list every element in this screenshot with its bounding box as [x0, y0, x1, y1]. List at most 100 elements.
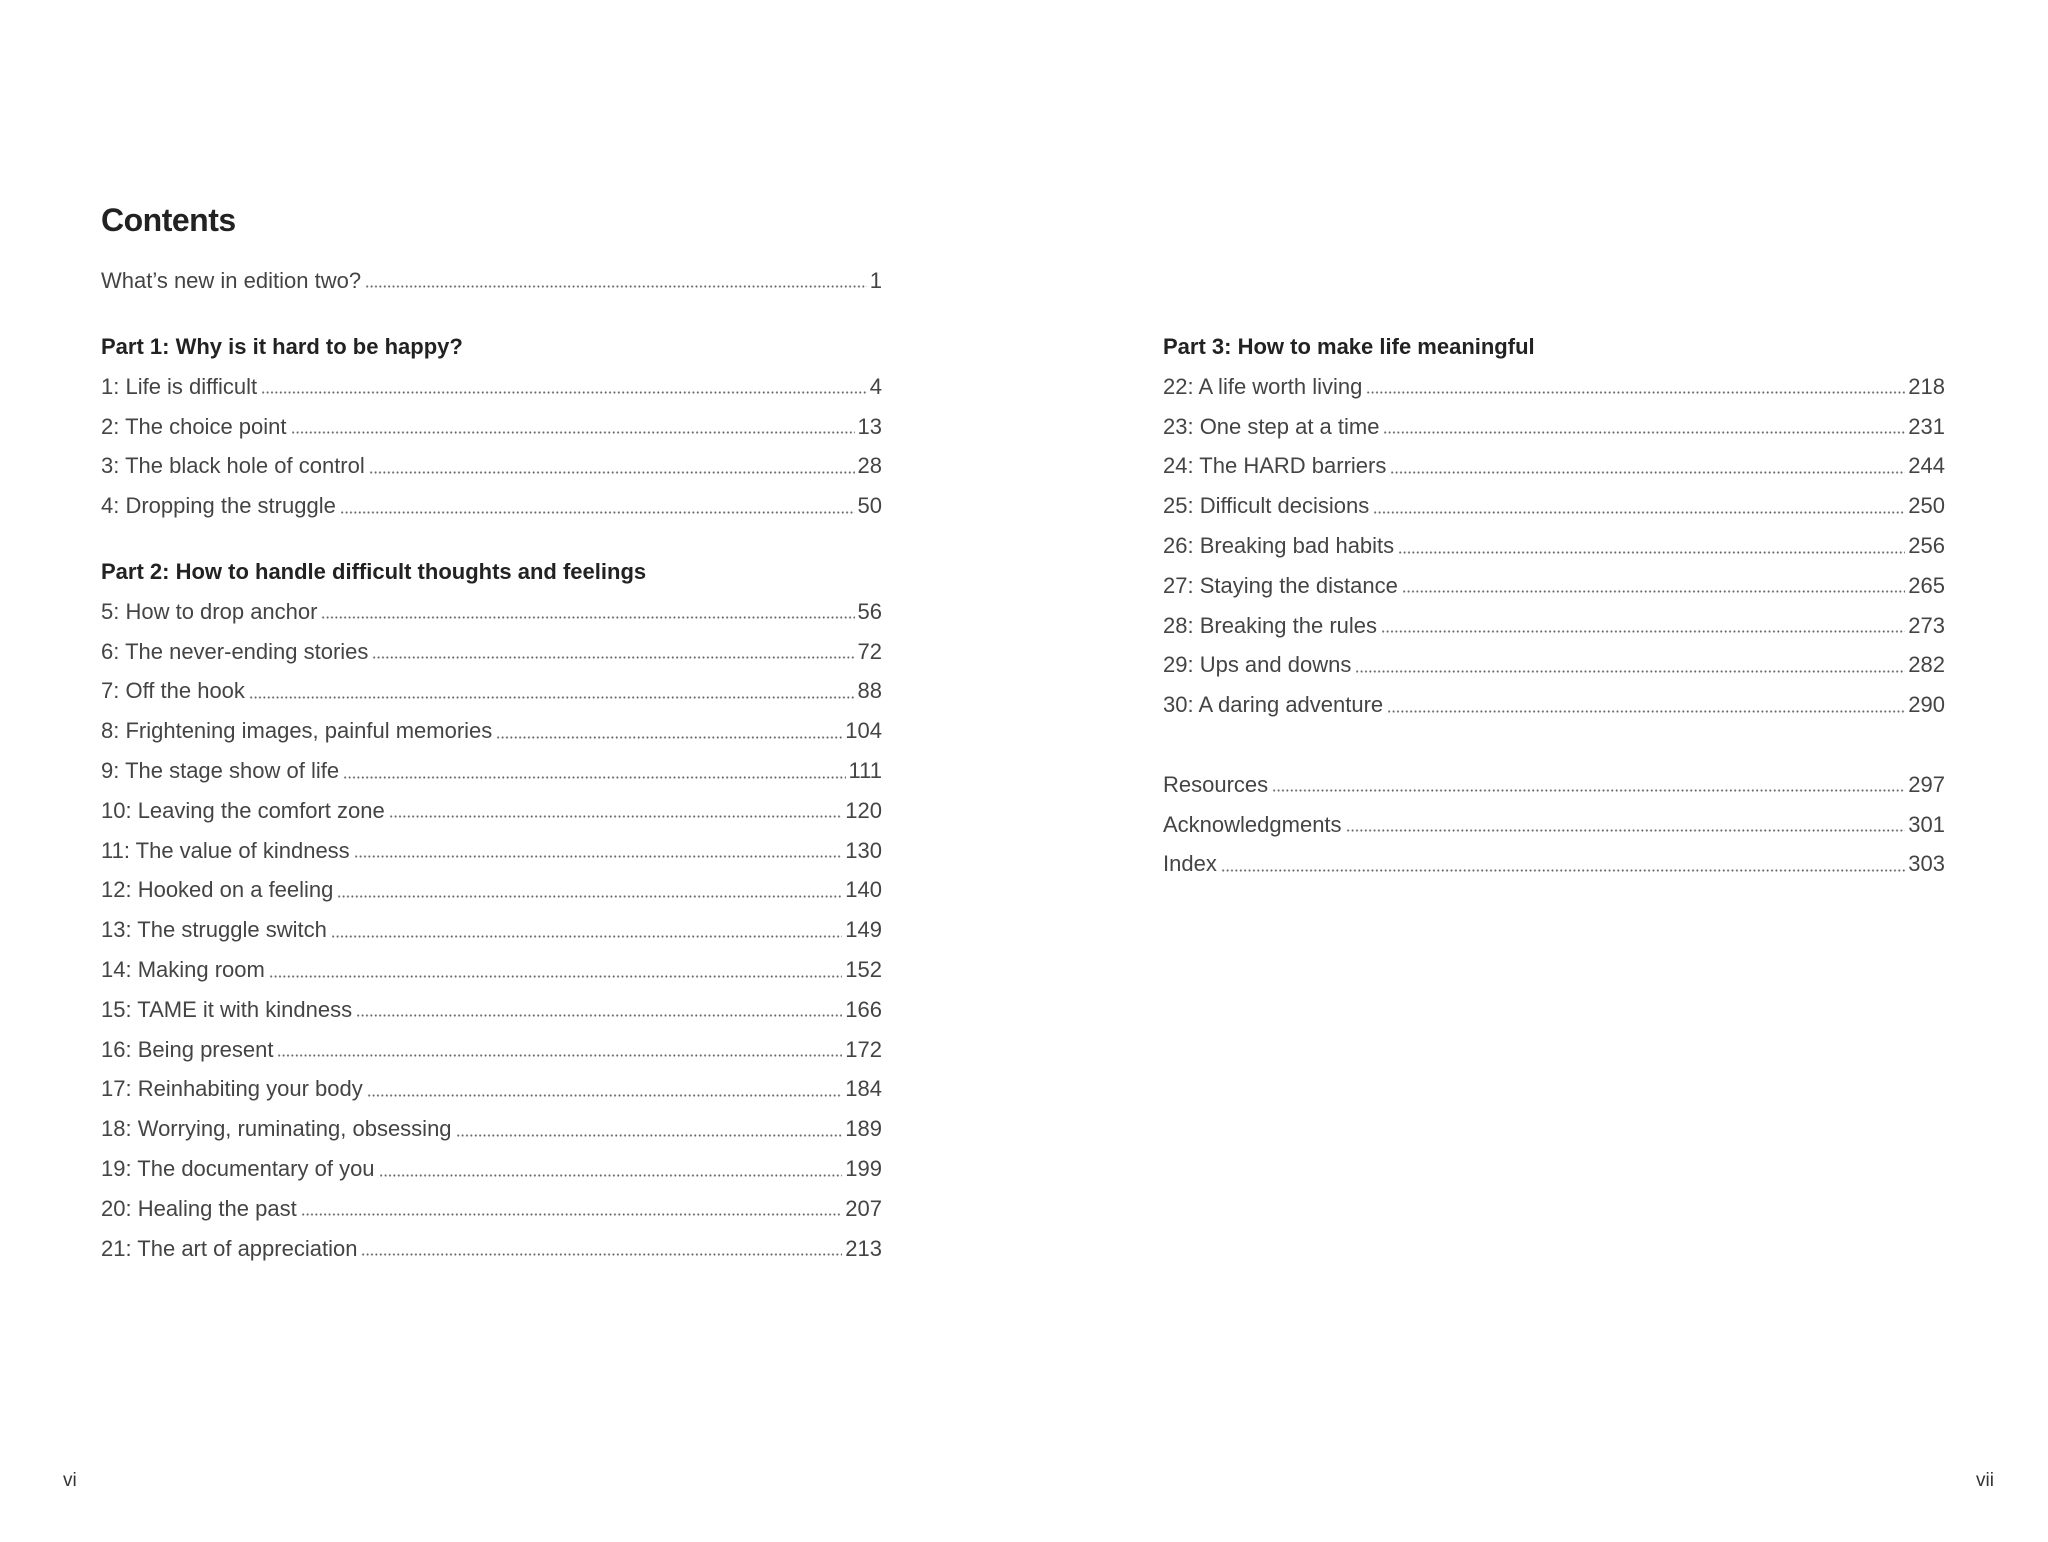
toc-entry-page: 207 — [845, 1195, 882, 1221]
toc-entry[interactable]: 9: The stage show of life 111 — [101, 751, 882, 791]
toc-entry-page: 303 — [1908, 851, 1945, 877]
toc-entry-page: 4 — [869, 373, 882, 399]
toc-entry[interactable]: 26: Breaking bad habits 256 — [1163, 526, 1945, 566]
toc-entry[interactable]: 2: The choice point 13 — [101, 407, 882, 447]
toc-entry[interactable]: 30: A daring adventure 290 — [1163, 685, 1945, 725]
dot-leader — [1355, 669, 1906, 673]
dot-leader — [1220, 868, 1906, 872]
toc-entry-page: 244 — [1908, 453, 1945, 479]
toc-entry-page: 184 — [845, 1076, 882, 1102]
toc-entry-label: 27: Staying the distance — [1163, 572, 1398, 598]
toc-entry[interactable]: 21: The art of appreciation 213 — [101, 1229, 882, 1269]
toc-entry-label: 16: Being present — [101, 1036, 274, 1062]
toc-entry[interactable]: Resources 297 — [1163, 765, 1945, 805]
toc-entry-page: 152 — [845, 957, 882, 983]
dot-leader — [1345, 829, 1906, 833]
toc-entry-label: 2: The choice point — [101, 413, 287, 439]
back-matter: Resources 297 Acknowledgments 301 Index 303 — [1163, 765, 1945, 884]
toc-entry[interactable]: 17: Reinhabiting your body 184 — [101, 1070, 882, 1110]
toc-entry-page: 50 — [857, 493, 882, 519]
toc-entry-page: 282 — [1908, 652, 1945, 678]
toc-entry[interactable]: 5: How to drop anchor 56 — [101, 592, 882, 632]
dot-leader — [290, 431, 855, 435]
toc-entry[interactable]: What’s new in edition two? 1 — [101, 261, 882, 301]
toc-entry[interactable]: 6: The never-ending stories 72 — [101, 632, 882, 672]
dot-leader — [356, 1014, 843, 1018]
toc-entry[interactable]: 12: Hooked on a feeling 140 — [101, 871, 882, 911]
toc-entry-label: 3: The black hole of control — [101, 453, 365, 479]
toc-entry-page: 72 — [857, 638, 882, 664]
toc-entry[interactable]: 16: Being present 172 — [101, 1030, 882, 1070]
dot-leader — [330, 934, 843, 938]
toc-entry-page: 172 — [845, 1036, 882, 1062]
toc-entry[interactable]: 22: A life worth living 218 — [1163, 367, 1945, 407]
toc-entry[interactable]: 27: Staying the distance 265 — [1163, 566, 1945, 606]
toc-entry[interactable]: 14: Making room 152 — [101, 950, 882, 990]
page-number-left: vi — [63, 1470, 77, 1491]
toc-entry-page: 290 — [1908, 692, 1945, 718]
toc-entry-label: 5: How to drop anchor — [101, 598, 318, 624]
toc-entry-page: 265 — [1908, 572, 1945, 598]
toc-entry[interactable]: 4: Dropping the struggle 50 — [101, 486, 882, 526]
dot-leader — [1401, 590, 1906, 594]
toc-entry-page: 213 — [845, 1235, 882, 1261]
dot-leader — [300, 1213, 843, 1217]
toc-entry-page: 297 — [1908, 771, 1945, 797]
toc-entry-page: 140 — [845, 877, 882, 903]
toc-entry[interactable]: 29: Ups and downs 282 — [1163, 646, 1945, 686]
toc-entry-page: 149 — [845, 917, 882, 943]
dot-leader — [337, 894, 843, 898]
toc-entry-label: 21: The art of appreciation — [101, 1235, 358, 1261]
toc-entry-label: 28: Breaking the rules — [1163, 612, 1378, 638]
dot-leader — [496, 735, 843, 739]
toc-entry-label: 6: The never-ending stories — [101, 638, 369, 664]
toc-entry-page: 130 — [845, 837, 882, 863]
dot-leader — [1381, 630, 1906, 634]
dot-leader — [277, 1054, 843, 1058]
toc-entry[interactable]: 7: Off the hook 88 — [101, 672, 882, 712]
toc-entry-label: 8: Frightening images, painful memories — [101, 718, 493, 744]
dot-leader — [378, 1173, 843, 1177]
toc-entry[interactable]: Acknowledgments 301 — [1163, 805, 1945, 845]
toc-entry-page: 199 — [845, 1156, 882, 1182]
dot-leader — [321, 616, 855, 620]
toc-entry-page: 250 — [1908, 493, 1945, 519]
toc-entry-page: 218 — [1908, 373, 1945, 399]
toc-entry[interactable]: 15: TAME it with kindness 166 — [101, 990, 882, 1030]
toc-entry-label: Resources — [1163, 771, 1269, 797]
dot-leader — [361, 1253, 843, 1257]
toc-entry[interactable]: 10: Leaving the comfort zone 120 — [101, 791, 882, 831]
toc-entry[interactable]: 19: The documentary of you 199 — [101, 1149, 882, 1189]
toc-entry[interactable]: 28: Breaking the rules 273 — [1163, 606, 1945, 646]
toc-entry-label: 30: A daring adventure — [1163, 692, 1384, 718]
front-matter: What’s new in edition two? 1 — [101, 261, 882, 301]
toc-entry[interactable]: 8: Frightening images, painful memories 1… — [101, 711, 882, 751]
toc-entry[interactable]: 1: Life is difficult 4 — [101, 367, 882, 407]
page-title: Contents — [101, 202, 236, 238]
toc-entry-label: 12: Hooked on a feeling — [101, 877, 334, 903]
toc-entry[interactable]: Index 303 — [1163, 845, 1945, 885]
toc-entry[interactable]: 25: Difficult decisions 250 — [1163, 486, 1945, 526]
toc-entry[interactable]: 13: The struggle switch 149 — [101, 910, 882, 950]
toc-entry-label: 14: Making room — [101, 957, 265, 983]
toc-entry[interactable]: 3: The black hole of control 28 — [101, 447, 882, 487]
toc-entry-page: 1 — [869, 267, 882, 293]
dot-leader — [1387, 709, 1906, 713]
dot-leader — [339, 510, 855, 514]
part-heading: Part 2: How to handle difficult thoughts… — [101, 559, 647, 584]
toc-entry[interactable]: 18: Worrying, ruminating, obsessing 189 — [101, 1109, 882, 1149]
toc-entry-label: 11: The value of kindness — [101, 837, 350, 863]
toc-entry-label: 20: Healing the past — [101, 1195, 297, 1221]
toc-entry[interactable]: 23: One step at a time 231 — [1163, 407, 1945, 447]
toc-entry-page: 256 — [1908, 533, 1945, 559]
dot-leader — [1383, 431, 1906, 435]
toc-entry[interactable]: 20: Healing the past 207 — [101, 1189, 882, 1229]
toc-entry[interactable]: 11: The value of kindness 130 — [101, 831, 882, 871]
toc-entry-page: 104 — [845, 718, 882, 744]
dot-leader — [1366, 391, 1906, 395]
dot-leader — [372, 656, 855, 660]
toc-entry-label: 23: One step at a time — [1163, 413, 1380, 439]
dot-leader — [248, 695, 855, 699]
toc-entry[interactable]: 24: The HARD barriers 244 — [1163, 447, 1945, 487]
toc-entry-page: 88 — [857, 678, 882, 704]
